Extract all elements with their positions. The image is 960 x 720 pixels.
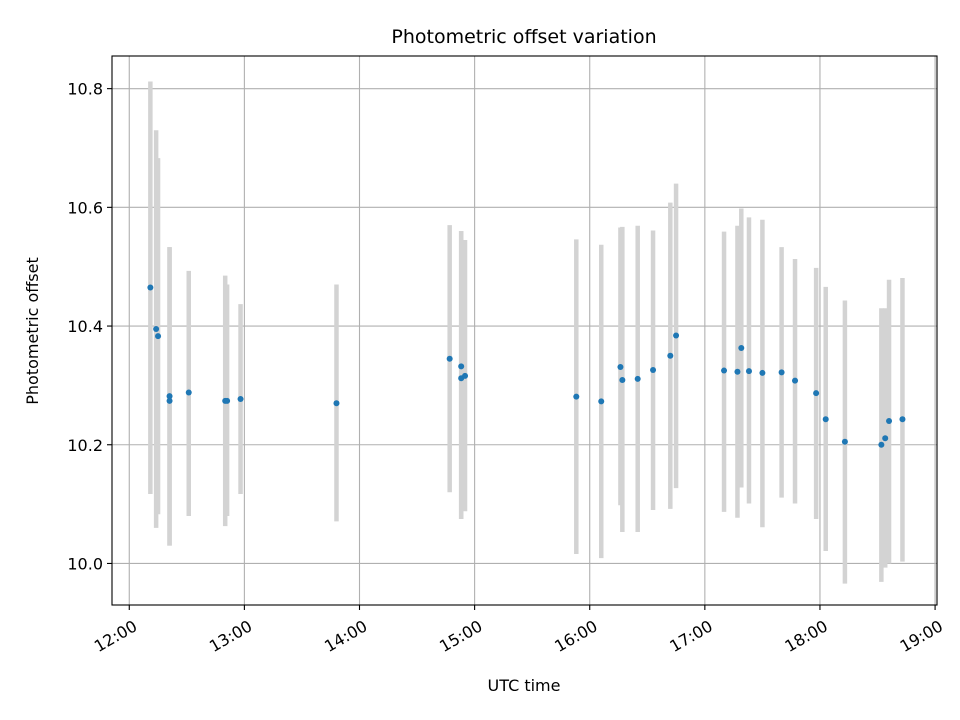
data-point xyxy=(822,416,829,423)
data-point xyxy=(882,435,889,442)
x-tick-label: 18:00 xyxy=(782,616,831,656)
x-axis-label: UTC time xyxy=(488,676,561,695)
data-point xyxy=(446,355,453,362)
chart-title: Photometric offset variation xyxy=(391,26,656,48)
data-point xyxy=(155,333,162,340)
x-tick-label: 17:00 xyxy=(666,616,715,656)
x-tick-label: 19:00 xyxy=(897,616,946,656)
x-tick-label: 15:00 xyxy=(436,616,485,656)
data-point xyxy=(899,416,906,423)
data-point xyxy=(598,398,605,405)
data-point xyxy=(185,389,192,396)
data-point xyxy=(153,326,160,333)
x-tick-label: 13:00 xyxy=(206,616,255,656)
data-point xyxy=(738,345,745,352)
y-tick-label: 10.0 xyxy=(67,554,103,573)
data-point xyxy=(462,372,469,379)
data-point xyxy=(792,377,799,384)
data-point xyxy=(673,332,680,339)
data-point xyxy=(573,393,580,400)
data-point xyxy=(841,438,848,445)
error-bars xyxy=(148,81,905,584)
y-axis-label: Photometric offset xyxy=(23,257,42,405)
data-point xyxy=(333,400,340,407)
data-point xyxy=(759,369,766,376)
data-point xyxy=(617,364,624,371)
data-point xyxy=(166,393,173,400)
data-point xyxy=(650,366,657,373)
data-point xyxy=(734,368,741,375)
data-point xyxy=(721,367,728,374)
x-tick-label: 14:00 xyxy=(321,616,370,656)
data-point xyxy=(745,368,752,375)
data-point xyxy=(634,375,641,382)
y-tick-label: 10.4 xyxy=(67,317,103,336)
y-tick-label: 10.8 xyxy=(67,80,103,99)
data-point xyxy=(458,363,465,370)
data-point xyxy=(778,369,785,376)
x-tick-label: 16:00 xyxy=(551,616,600,656)
y-tick-label: 10.2 xyxy=(67,436,103,455)
plot-frame xyxy=(111,55,938,606)
data-point xyxy=(878,441,885,448)
data-point xyxy=(619,377,626,384)
data-point xyxy=(147,284,154,291)
x-tick-label: 12:00 xyxy=(91,616,140,656)
grid xyxy=(112,56,937,605)
data-point xyxy=(237,396,244,403)
data-point xyxy=(166,397,173,404)
data-point xyxy=(813,390,820,397)
y-axis-ticks: 10.0 10.2 10.4 10.6 10.8 xyxy=(67,80,112,573)
data-points xyxy=(147,284,906,448)
x-axis-ticks: 12:00 13:00 14:00 15:00 16:00 17:00 18:00 19:00 xyxy=(91,605,946,656)
data-point xyxy=(667,352,674,359)
y-tick-label: 10.6 xyxy=(67,198,103,217)
data-point xyxy=(886,418,893,425)
data-point xyxy=(224,397,231,404)
